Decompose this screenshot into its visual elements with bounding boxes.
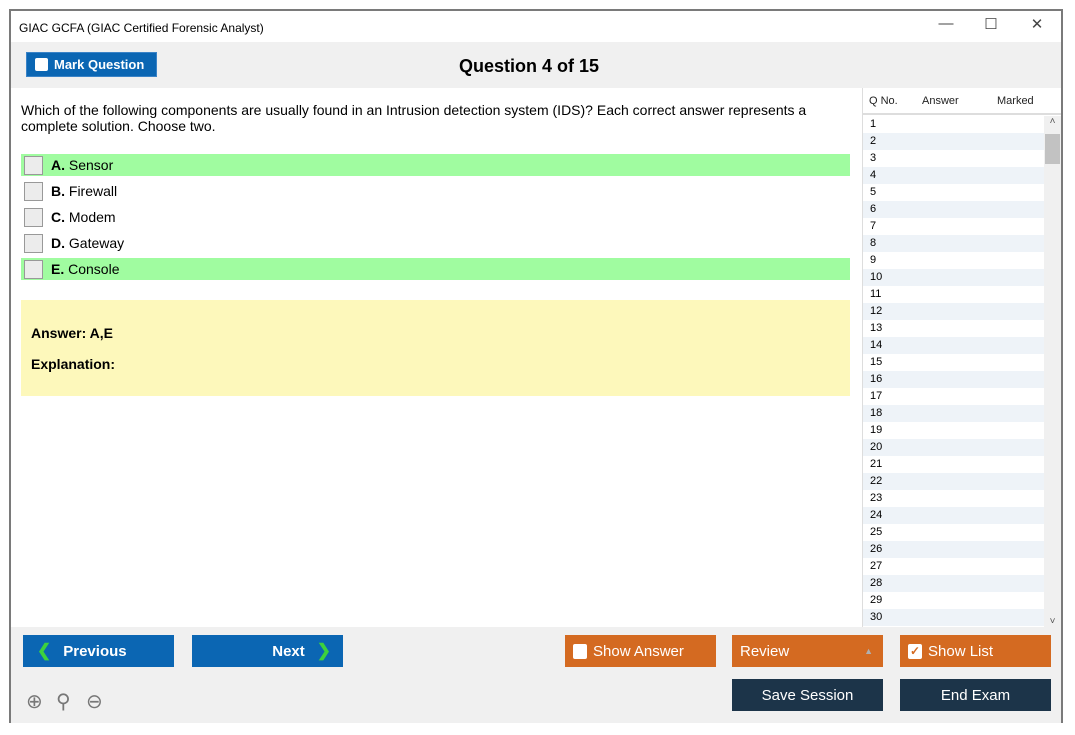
chevron-left-icon: ❮ (37, 641, 52, 660)
answer-panel: Answer: A,E Explanation: (21, 300, 850, 396)
question-text: Which of the following components are us… (21, 102, 807, 134)
list-row[interactable]: 14 (863, 337, 1045, 354)
option-letter: D. (51, 235, 65, 251)
option-text: Modem (68, 209, 116, 225)
list-row[interactable]: 26 (863, 541, 1045, 558)
answer-option[interactable]: C. Modem (21, 206, 850, 228)
scrollbar[interactable]: ˄ ˅ (1044, 116, 1061, 627)
list-row[interactable]: 29 (870, 594, 883, 606)
zoom-in-icon[interactable]: ⊕ (26, 691, 43, 713)
list-row[interactable]: 30 (863, 609, 1045, 626)
question-counter: Question 4 of 15 (459, 56, 600, 76)
option-checkbox[interactable] (24, 181, 43, 201)
list-row[interactable]: 3 (870, 152, 877, 164)
option-letter: E. (51, 261, 65, 277)
header-answer: Answer (922, 94, 959, 107)
list-row[interactable]: 21 (870, 458, 883, 470)
question-area: Which of the following components are us… (11, 88, 861, 627)
list-row[interactable]: 18 (863, 405, 1045, 422)
checkmark-icon: ✓ (908, 643, 922, 659)
bottom-bar: ❮ Previous Next ❯ Show Answer Review ▲ ✓ Sho… (11, 627, 1061, 723)
option-checkbox[interactable] (24, 207, 43, 227)
list-row[interactable]: 23 (870, 492, 883, 504)
list-row[interactable]: 11 (870, 288, 882, 300)
review-label: Review (740, 642, 790, 660)
header-qno: Q No. (869, 94, 898, 107)
list-row[interactable]: 15 (870, 356, 883, 368)
zoom-out-icon[interactable]: ⊖ (86, 691, 103, 713)
previous-button[interactable]: ❮ Previous (23, 635, 174, 667)
close-button[interactable]: ✕ (1030, 16, 1044, 33)
next-label: Next (272, 642, 305, 660)
caret-up-icon: ▲ (864, 646, 873, 656)
save-session-button[interactable]: Save Session (732, 679, 883, 711)
app-window: GIAC GCFA (GIAC Certified Forensic Analy… (9, 9, 1063, 723)
answer-option[interactable]: D. Gateway (21, 232, 850, 254)
list-row[interactable]: 4 (863, 167, 1045, 184)
checkbox-icon (35, 58, 48, 71)
list-row[interactable]: 12 (863, 303, 1045, 320)
option-checkbox[interactable] (24, 233, 43, 253)
list-row[interactable]: 28 (863, 575, 1045, 592)
list-row[interactable]: 22 (863, 473, 1045, 490)
scroll-up-icon[interactable]: ˄ (1049, 116, 1056, 127)
scroll-thumb[interactable] (1045, 134, 1060, 164)
answer-option[interactable]: E. Console (21, 258, 850, 280)
end-exam-button[interactable]: End Exam (900, 679, 1051, 711)
toolbar: Mark Question Question 4 of 15 (11, 42, 1061, 88)
next-button[interactable]: Next ❯ (192, 635, 343, 667)
answer-option[interactable]: B. Firewall (21, 180, 850, 202)
option-text: Sensor (68, 157, 114, 173)
list-row[interactable]: 19 (870, 424, 883, 436)
list-row[interactable]: 13 (870, 322, 883, 334)
show-answer-label: Show Answer (593, 642, 684, 660)
list-row[interactable]: 27 (870, 560, 883, 572)
list-header: Q No. Answer Marked (863, 88, 1061, 115)
header-marked: Marked (997, 94, 1034, 107)
answer-text: Answer: A,E (31, 325, 113, 341)
window-title: GIAC GCFA (GIAC Certified Forensic Analy… (19, 21, 264, 35)
list-row[interactable]: 2 (863, 133, 1045, 150)
list-row[interactable]: 20 (863, 439, 1045, 456)
chevron-right-icon: ❯ (316, 641, 331, 660)
list-row[interactable]: 17 (870, 390, 883, 402)
maximize-button[interactable]: ☐ (984, 16, 998, 33)
option-text: Firewall (68, 183, 118, 199)
zoom-reset-icon[interactable]: ⚲ (56, 691, 71, 713)
mark-question-button[interactable]: Mark Question (26, 52, 157, 77)
list-row[interactable]: 24 (863, 507, 1045, 524)
list-row[interactable]: 6 (863, 201, 1045, 218)
checkbox-icon (573, 643, 587, 659)
answer-option[interactable]: A. Sensor (21, 154, 850, 176)
option-checkbox[interactable] (24, 259, 43, 279)
list-row[interactable]: 7 (870, 220, 877, 232)
show-list-label: Show List (928, 642, 994, 660)
question-list: Q No. Answer Marked 1 2 3 4 5 6 7 8 9 10 11 12 13 14 1… (862, 88, 1061, 627)
option-text: Console (68, 261, 120, 277)
show-answer-button[interactable]: Show Answer (565, 635, 716, 667)
option-text: Gateway (68, 235, 125, 251)
minimize-button[interactable]: — (938, 15, 954, 32)
previous-label: Previous (63, 642, 127, 660)
mark-question-label: Mark Question (54, 57, 145, 72)
review-dropdown[interactable]: Review ▲ (732, 635, 883, 667)
option-checkbox[interactable] (24, 155, 43, 175)
list-row[interactable]: 10 (863, 269, 1045, 286)
show-list-button[interactable]: ✓ Show List (900, 635, 1051, 667)
list-row[interactable]: 1 (870, 118, 877, 130)
list-row[interactable]: 16 (863, 371, 1045, 388)
list-row[interactable]: 9 (870, 254, 877, 266)
option-letter: A. (51, 157, 65, 173)
scroll-down-icon[interactable]: ˅ (1049, 616, 1056, 627)
list-row[interactable]: 25 (870, 526, 883, 538)
list-row[interactable]: 8 (863, 235, 1045, 252)
option-letter: C. (51, 209, 65, 225)
option-letter: B. (51, 183, 65, 199)
title-bar: GIAC GCFA (GIAC Certified Forensic Analy… (11, 11, 1061, 42)
explanation-label: Explanation: (31, 356, 116, 372)
list-row[interactable]: 5 (870, 186, 877, 198)
